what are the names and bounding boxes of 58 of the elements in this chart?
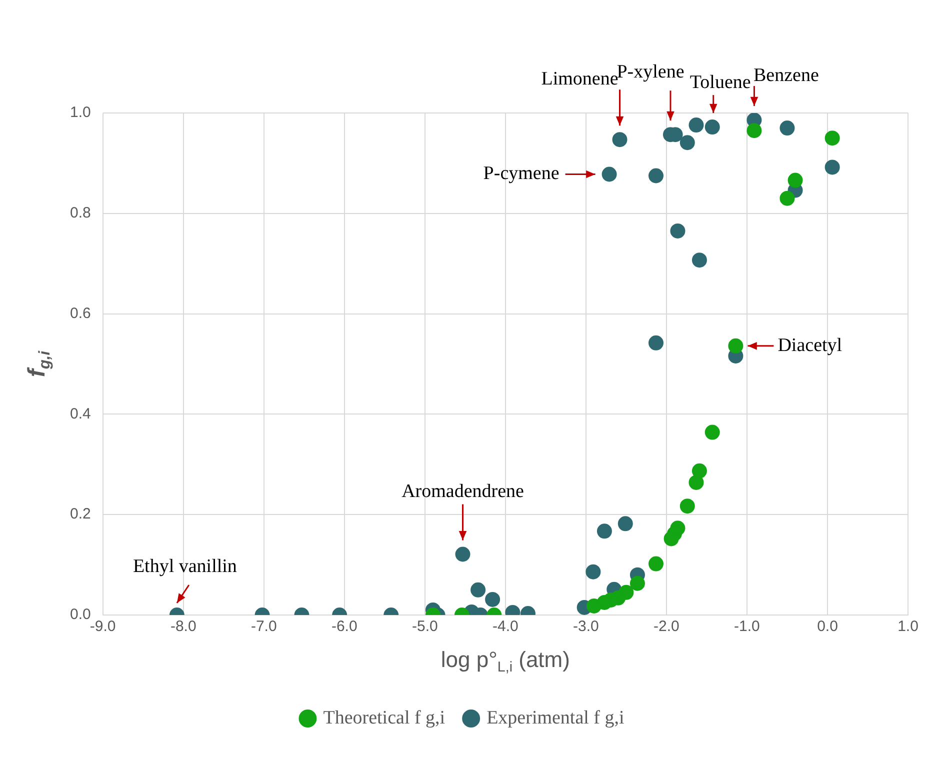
annotation: Diacetyl (778, 334, 842, 356)
y-tick-label: 0.4 (70, 405, 91, 422)
point (704, 120, 720, 135)
point (692, 252, 707, 268)
point (596, 524, 612, 539)
x-tick-label: -7.0 (250, 618, 277, 636)
point (670, 223, 686, 238)
y-tick-label: 1.0 (70, 104, 91, 122)
annotation: P-cymene (483, 163, 560, 184)
point (728, 338, 744, 354)
x-tick-label: -6.0 (331, 618, 358, 636)
point (688, 118, 704, 133)
point (746, 123, 762, 138)
y-axis-title: fg,i (24, 350, 54, 378)
point (780, 190, 795, 206)
y-tick-label: 0.6 (70, 304, 91, 322)
annotation: Ethyl vanillin (132, 556, 238, 577)
point (824, 130, 840, 146)
point (630, 576, 645, 591)
point (618, 516, 633, 532)
x-tick-label: -3.0 (573, 618, 599, 636)
point (824, 160, 840, 175)
legend-label: Experimental f g,i (486, 707, 624, 728)
y-tick-label: 0.2 (70, 506, 91, 523)
x-tick-label: -8.0 (170, 618, 196, 636)
point (455, 546, 470, 562)
point (788, 172, 803, 188)
x-tick-label: -2.0 (654, 618, 680, 636)
x-tick-label: -9.0 (90, 618, 116, 636)
point (586, 564, 601, 580)
point (648, 556, 664, 572)
point (586, 598, 602, 614)
point (648, 335, 664, 350)
point (470, 582, 486, 598)
x-tick-label: -4.0 (492, 618, 518, 636)
point (692, 463, 707, 478)
point (602, 166, 617, 182)
point (485, 592, 500, 607)
annotation: Benzene (754, 65, 819, 86)
annotation: Aromadendrene (402, 481, 524, 502)
point (688, 474, 704, 490)
annotation: P-xylene (616, 62, 684, 83)
y-tick-label: 0.0 (70, 606, 91, 624)
point (680, 498, 695, 514)
point (704, 424, 720, 440)
x-tick-label: 0.0 (817, 618, 838, 636)
point (780, 120, 795, 136)
point (612, 132, 628, 148)
x-tick-label: -5.0 (412, 618, 438, 636)
y-tick-label: 0.8 (70, 204, 91, 222)
point (648, 168, 664, 184)
x-tick-label: -1.0 (734, 618, 760, 636)
point (680, 135, 695, 150)
legend-label: Theoretical f g,i (323, 707, 446, 728)
point (664, 531, 679, 546)
x-tick-label: 1.0 (898, 618, 918, 636)
annotation: Limonene (541, 68, 618, 90)
annotation: Toluene (690, 72, 751, 94)
